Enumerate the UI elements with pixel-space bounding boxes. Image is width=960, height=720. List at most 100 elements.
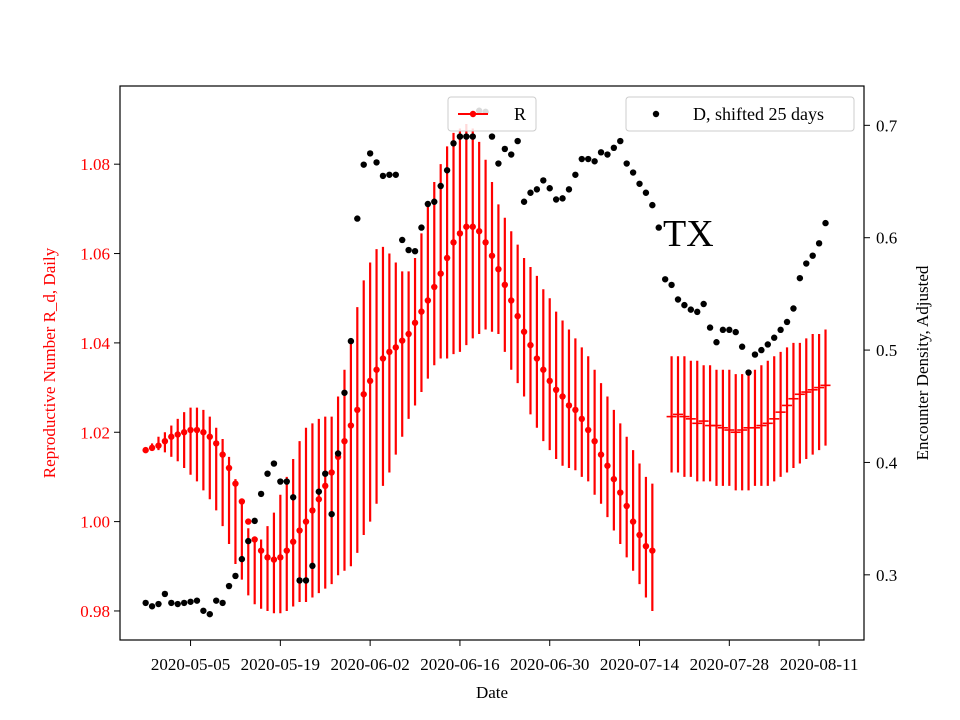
r-point (155, 442, 162, 449)
d-point (142, 599, 149, 607)
d-point (456, 133, 464, 140)
r-point (578, 415, 585, 423)
r-point (482, 239, 489, 246)
d-point (546, 185, 553, 192)
d-point (713, 339, 720, 346)
d-point (148, 603, 156, 610)
d-point (597, 149, 605, 156)
r-point (488, 252, 496, 259)
r-point (238, 498, 246, 505)
legend-r-label: R (514, 104, 526, 124)
r-point (206, 433, 213, 440)
r-point (431, 283, 438, 291)
legend-d: D, shifted 25 days (625, 96, 855, 132)
d-point (572, 171, 579, 178)
r-point (392, 344, 399, 351)
d-point (193, 597, 201, 604)
r-point (174, 431, 181, 438)
r-point (617, 489, 624, 496)
d-point (360, 161, 367, 168)
d-point (738, 343, 746, 350)
d-point (610, 144, 618, 152)
d-point (527, 189, 534, 196)
d-point (225, 582, 233, 590)
d-point (706, 324, 714, 331)
d-point (636, 180, 643, 187)
d-point (354, 215, 361, 222)
x-tick-label: 2020-07-14 (600, 655, 680, 674)
d-point (777, 326, 784, 334)
r-point (559, 393, 566, 400)
r-point (219, 451, 226, 458)
r-point (636, 531, 643, 539)
d-point (328, 510, 335, 518)
left-y-tick-label: 1.04 (80, 334, 110, 353)
d-point (450, 140, 457, 147)
d-point (245, 537, 252, 545)
d-point (161, 590, 169, 598)
d-point (495, 160, 502, 167)
r-errorbars (150, 123, 827, 614)
d-point (155, 600, 162, 608)
r-point (546, 377, 553, 385)
r-point (520, 328, 528, 335)
r-point (495, 265, 502, 273)
d-point (168, 599, 175, 607)
r-point (469, 223, 476, 230)
d-point (533, 186, 541, 193)
r-point (475, 228, 483, 235)
r-point (200, 429, 207, 436)
r-point (437, 270, 444, 277)
right-y-tick-label: 0.5 (876, 341, 897, 360)
d-point (431, 198, 438, 205)
r-point (585, 426, 592, 434)
r-point (527, 341, 534, 349)
d-point (815, 240, 823, 247)
d-point (803, 260, 810, 267)
r-point (604, 462, 611, 469)
r-point (540, 366, 547, 373)
x-tick-label: 2020-06-02 (330, 655, 409, 674)
r-point (354, 406, 361, 414)
d-point (514, 137, 521, 145)
r-point (533, 355, 541, 362)
d-point (187, 598, 194, 605)
r-point (180, 429, 188, 436)
legend-r-marker (469, 110, 477, 118)
d-point (424, 200, 432, 208)
r-point (450, 239, 457, 246)
d-point (315, 488, 323, 495)
r-point (360, 391, 367, 398)
d-point (732, 328, 739, 336)
x-axis-label: Date (476, 683, 508, 702)
right-y-tick-label: 0.3 (876, 566, 897, 585)
r-point (322, 482, 329, 490)
d-point (623, 160, 630, 167)
r-point (270, 556, 278, 563)
d-point (790, 305, 797, 312)
d-point (604, 151, 611, 158)
d-point (591, 158, 598, 165)
d-point (629, 169, 637, 176)
r-point (610, 475, 618, 483)
r-point (597, 451, 605, 458)
d-point (469, 133, 476, 140)
left-y-tick-label: 1.08 (80, 155, 110, 174)
d-point (219, 599, 226, 607)
d-point (180, 599, 188, 607)
r-point (347, 422, 355, 429)
r-point (373, 366, 380, 373)
r-point (649, 547, 656, 554)
right-y-axis: 0.3 0.4 0.5 0.6 0.7 (864, 116, 898, 585)
r-point (193, 426, 201, 434)
d-point (540, 177, 547, 184)
d-point (745, 369, 752, 376)
d-point (366, 150, 374, 157)
state-annotation: TX (663, 213, 714, 255)
r-point (379, 355, 387, 362)
r-point (463, 223, 470, 230)
x-tick-label: 2020-06-30 (510, 655, 589, 674)
d-point (488, 133, 496, 140)
plot-area (120, 86, 864, 640)
